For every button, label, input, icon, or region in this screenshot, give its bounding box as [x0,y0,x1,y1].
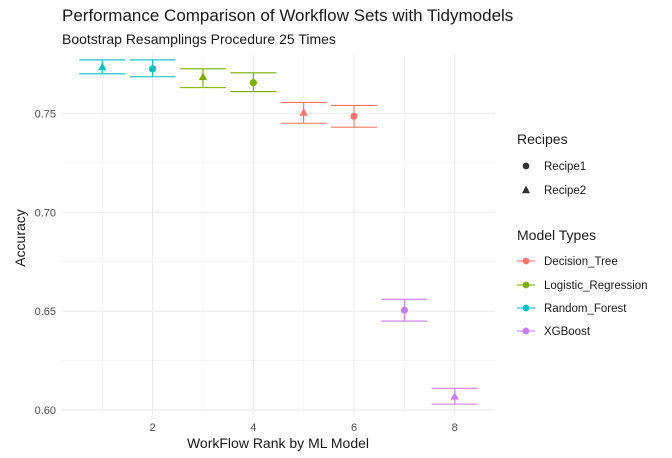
legend-label-recipe: Recipe1 [544,161,586,173]
data-point-circle [350,112,358,120]
legend-label-recipe: Recipe2 [544,185,586,197]
data-point-triangle [198,72,208,81]
y-tick-label: 0.60 [35,405,56,417]
x-tick-label: 8 [452,422,458,434]
chart-subtitle: Bootstrap Resamplings Procedure 25 Times [62,31,336,47]
legend-label-model: XGBoost [544,326,591,338]
x-tick-label: 2 [150,422,156,434]
chart-title: Performance Comparison of Workflow Sets … [62,6,514,25]
legend-title-model-types: Model Types [517,227,596,243]
legend-key-point [522,281,530,289]
data-point-triangle [299,108,308,116]
legend-label-model: Decision_Tree [544,256,618,268]
y-axis-ticks: 0.60 0.65 0.70 0.75 [35,108,56,417]
x-axis-label: WorkFlow Rank by ML Model [187,435,369,451]
plot-grid [62,55,495,415]
data-point-triangle [450,392,459,400]
legend-key-point [522,304,530,312]
x-tick-label: 4 [250,422,256,434]
x-tick-label: 6 [351,422,357,434]
legend-key-circle [522,162,530,170]
data-point-circle [400,306,408,314]
legend-title-recipes: Recipes [517,131,568,147]
legend-label-model: Logistic_Regression [544,280,648,292]
legend-label-model: Random_Forest [544,303,627,315]
legend-key-triangle [522,185,530,194]
data-point-circle [149,65,157,73]
data-point-circle [249,79,257,87]
x-axis-ticks: 2 4 6 8 [150,422,458,434]
legend-key-point [522,327,530,335]
y-tick-label: 0.65 [35,306,56,318]
legend-key-point [522,257,530,265]
y-axis-label: Accuracy [12,209,28,267]
y-tick-label: 0.75 [35,108,56,120]
legend: Recipes Recipe1 Recipe2 Model Types Decision… [517,131,648,338]
y-tick-label: 0.70 [35,207,56,219]
data-points [98,62,459,400]
data-point-triangle [98,62,107,71]
error-bars [79,59,478,405]
